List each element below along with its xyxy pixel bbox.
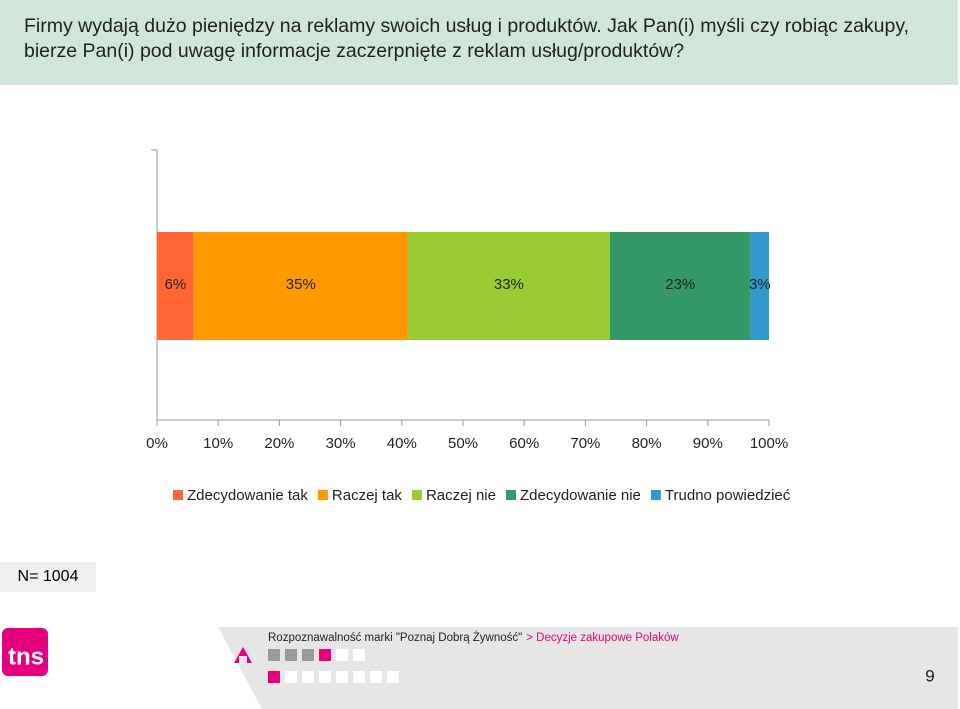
legend-swatch: [317, 490, 328, 500]
x-tick-label: 10%: [203, 435, 233, 452]
footer-band: [218, 627, 958, 709]
bar-segment: [609, 232, 751, 340]
progress-squares: [268, 649, 399, 683]
x-tick-label: 20%: [264, 435, 294, 452]
page-number: 9: [925, 666, 934, 685]
data-label: 23%: [665, 276, 695, 293]
legend-label: Zdecydowanie tak: [187, 487, 308, 504]
legend-swatch: [173, 490, 183, 500]
footer-source: Rozpoznawalność marki "Poznaj Dobrą Żywn…: [268, 631, 522, 644]
x-tick-label: 90%: [693, 435, 723, 452]
legend-label: Raczej tak: [332, 487, 403, 504]
legend-swatch: [505, 490, 516, 500]
legend-label: Zdecydowanie nie: [520, 487, 641, 504]
legend-swatch: [650, 490, 661, 500]
x-tick-label: 100%: [750, 435, 788, 452]
legend-label: Raczej nie: [426, 487, 496, 504]
x-tick-label: 0%: [146, 435, 168, 452]
data-label: 6%: [165, 276, 187, 293]
bar-segment: [750, 232, 769, 340]
legend-swatch: [411, 490, 422, 500]
slide-title: Firmy wydają dużo pieniędzy na reklamy s…: [0, 0, 958, 85]
data-label: 35%: [286, 276, 316, 293]
footer-section: > Decyzje zakupowe Polaków: [526, 632, 679, 644]
legend-label: Trudno powiedzieć: [665, 487, 791, 504]
data-label: 33%: [494, 276, 524, 293]
x-tick-label: 70%: [570, 435, 600, 452]
bar-segment: [193, 232, 408, 340]
bar-segment: [407, 232, 610, 340]
data-label: 3%: [749, 276, 771, 293]
sample-size: N= 1004: [0, 562, 96, 592]
x-tick-label: 40%: [387, 435, 417, 452]
home-icon: [234, 647, 252, 663]
logo-badge: [2, 628, 48, 676]
x-tick-label: 50%: [448, 435, 478, 452]
logo: tns: [8, 643, 44, 670]
x-tick-label: 30%: [326, 435, 356, 452]
x-tick-label: 60%: [509, 435, 539, 452]
bar-segment: [157, 232, 194, 340]
x-tick-label: 80%: [632, 435, 662, 452]
